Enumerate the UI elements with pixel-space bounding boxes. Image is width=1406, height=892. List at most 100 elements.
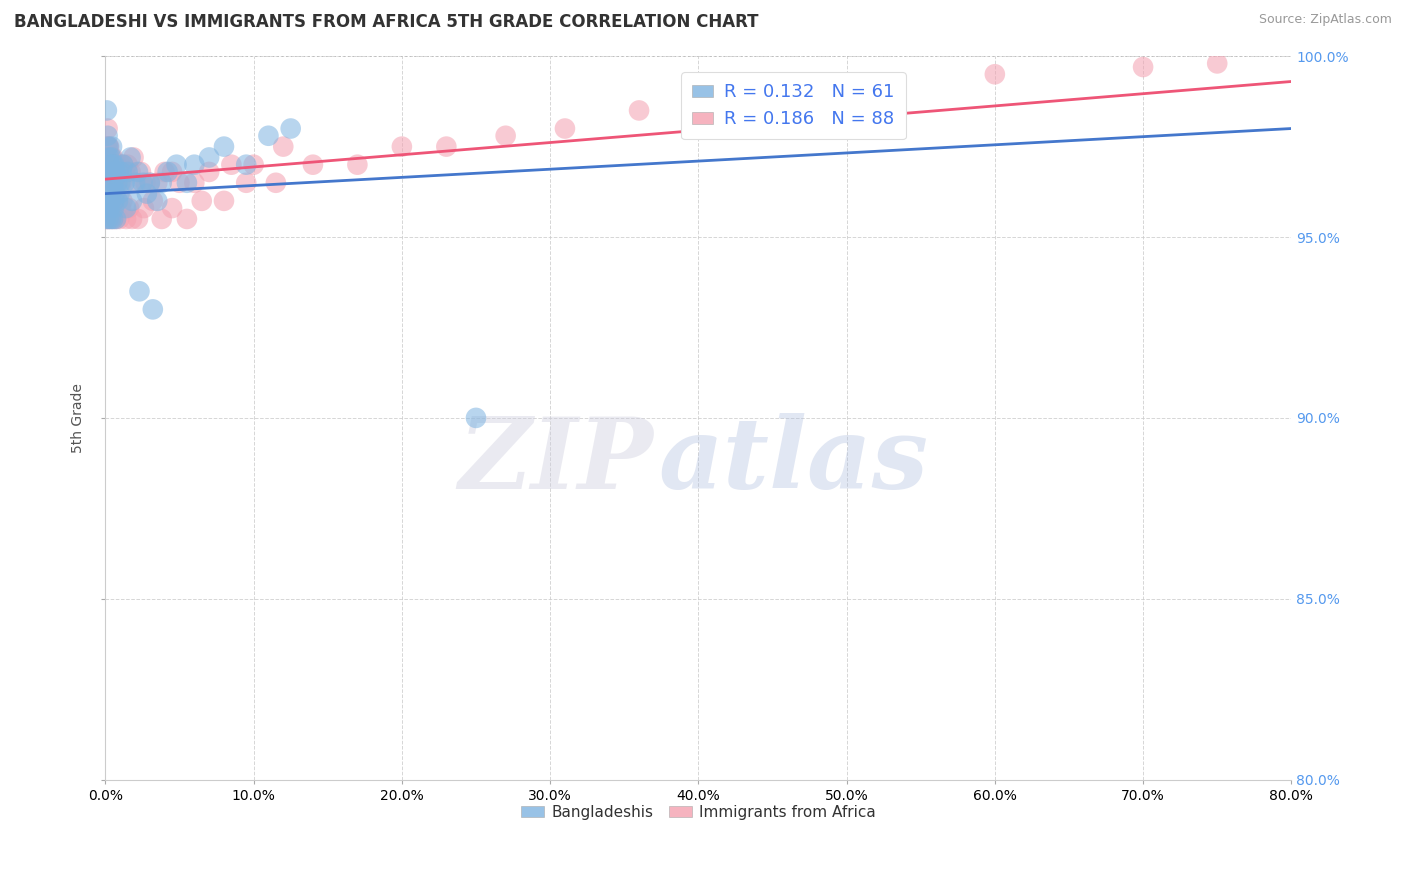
Point (94, 211, 117, 226)
Point (129, 165, 152, 179)
Point (98, 201, 121, 215)
Point (257, 128, 280, 143)
Point (121, 211, 143, 226)
Point (302, 158, 325, 172)
Point (280, 121, 302, 136)
Point (107, 165, 129, 179)
Point (98, 151, 121, 165)
Point (111, 194, 134, 208)
Point (101, 211, 124, 226)
Point (117, 165, 139, 179)
Point (235, 176, 257, 190)
Point (104, 186, 127, 201)
Point (1206, 56, 1229, 70)
Point (142, 194, 165, 208)
Point (97, 201, 120, 215)
Point (124, 176, 146, 190)
Point (96, 139, 118, 153)
Point (97, 139, 120, 153)
Point (190, 194, 212, 208)
Point (98, 194, 121, 208)
Point (139, 176, 162, 190)
Point (103, 194, 125, 208)
Point (105, 176, 128, 190)
Point (107, 165, 129, 179)
Point (104, 165, 127, 179)
Point (271, 139, 294, 153)
Point (434, 139, 457, 153)
Point (835, 78, 858, 92)
Point (100, 194, 122, 208)
Point (114, 165, 136, 179)
Point (139, 176, 162, 190)
Point (101, 176, 124, 190)
Point (98, 176, 121, 190)
Point (183, 158, 205, 172)
Point (97, 121, 120, 136)
Point (391, 139, 413, 153)
Point (108, 158, 131, 172)
Point (97, 128, 120, 143)
Point (153, 165, 176, 179)
Point (98, 151, 121, 165)
Point (169, 176, 191, 190)
Point (134, 176, 156, 190)
Point (128, 285, 150, 299)
Point (142, 302, 165, 317)
Point (110, 201, 132, 215)
Point (96, 201, 118, 215)
Y-axis label: 5th Grade: 5th Grade (72, 383, 86, 453)
Point (98, 139, 121, 153)
Point (150, 176, 173, 190)
Point (100, 201, 122, 215)
Point (111, 176, 134, 190)
Point (97, 211, 120, 226)
Point (346, 158, 368, 172)
Point (111, 165, 134, 179)
Point (127, 211, 149, 226)
Text: Source: ZipAtlas.com: Source: ZipAtlas.com (1258, 13, 1392, 27)
Point (103, 194, 125, 208)
Point (198, 165, 221, 179)
Point (132, 201, 155, 215)
Point (96, 201, 118, 215)
Point (125, 176, 148, 190)
Point (100, 186, 122, 201)
Point (98, 158, 121, 172)
Point (146, 194, 169, 208)
Point (628, 103, 651, 118)
Point (107, 176, 129, 190)
Point (221, 158, 243, 172)
Point (101, 176, 124, 190)
Point (554, 121, 576, 136)
Text: ZIP: ZIP (458, 413, 654, 509)
Point (176, 211, 198, 226)
Point (688, 93, 710, 107)
Point (122, 151, 145, 165)
Point (264, 176, 287, 190)
Point (103, 176, 125, 190)
Point (156, 165, 179, 179)
Point (146, 176, 169, 190)
Point (101, 151, 124, 165)
Point (98, 158, 121, 172)
Point (242, 158, 264, 172)
Point (166, 158, 188, 172)
Point (465, 410, 488, 425)
Point (101, 158, 124, 172)
Point (103, 158, 125, 172)
Point (107, 194, 129, 208)
Point (98, 165, 121, 179)
Point (235, 158, 257, 172)
Point (97, 139, 120, 153)
Point (183, 176, 205, 190)
Point (114, 176, 136, 190)
Point (101, 211, 124, 226)
Point (100, 165, 122, 179)
Point (108, 176, 131, 190)
Point (984, 67, 1007, 81)
Point (108, 186, 131, 201)
Point (94, 211, 117, 226)
Point (117, 158, 139, 172)
Point (176, 176, 198, 190)
